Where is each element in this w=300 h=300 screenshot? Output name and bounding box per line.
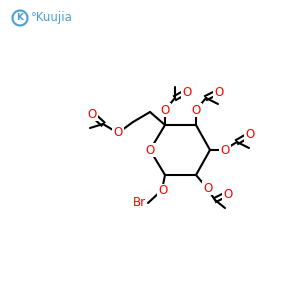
Text: O: O: [245, 128, 255, 142]
Text: Br: Br: [133, 196, 146, 209]
Text: K: K: [16, 14, 23, 22]
Text: O: O: [214, 85, 224, 98]
Text: O: O: [160, 103, 169, 116]
Text: O: O: [146, 143, 154, 157]
Text: O: O: [182, 85, 192, 98]
Text: O: O: [87, 107, 97, 121]
Text: O: O: [191, 103, 201, 116]
Text: O: O: [220, 143, 230, 157]
Text: O: O: [224, 188, 232, 200]
Text: O: O: [158, 184, 168, 197]
Text: O: O: [113, 127, 123, 140]
Text: °Kuujia: °Kuujia: [31, 11, 73, 24]
Text: O: O: [203, 182, 213, 194]
